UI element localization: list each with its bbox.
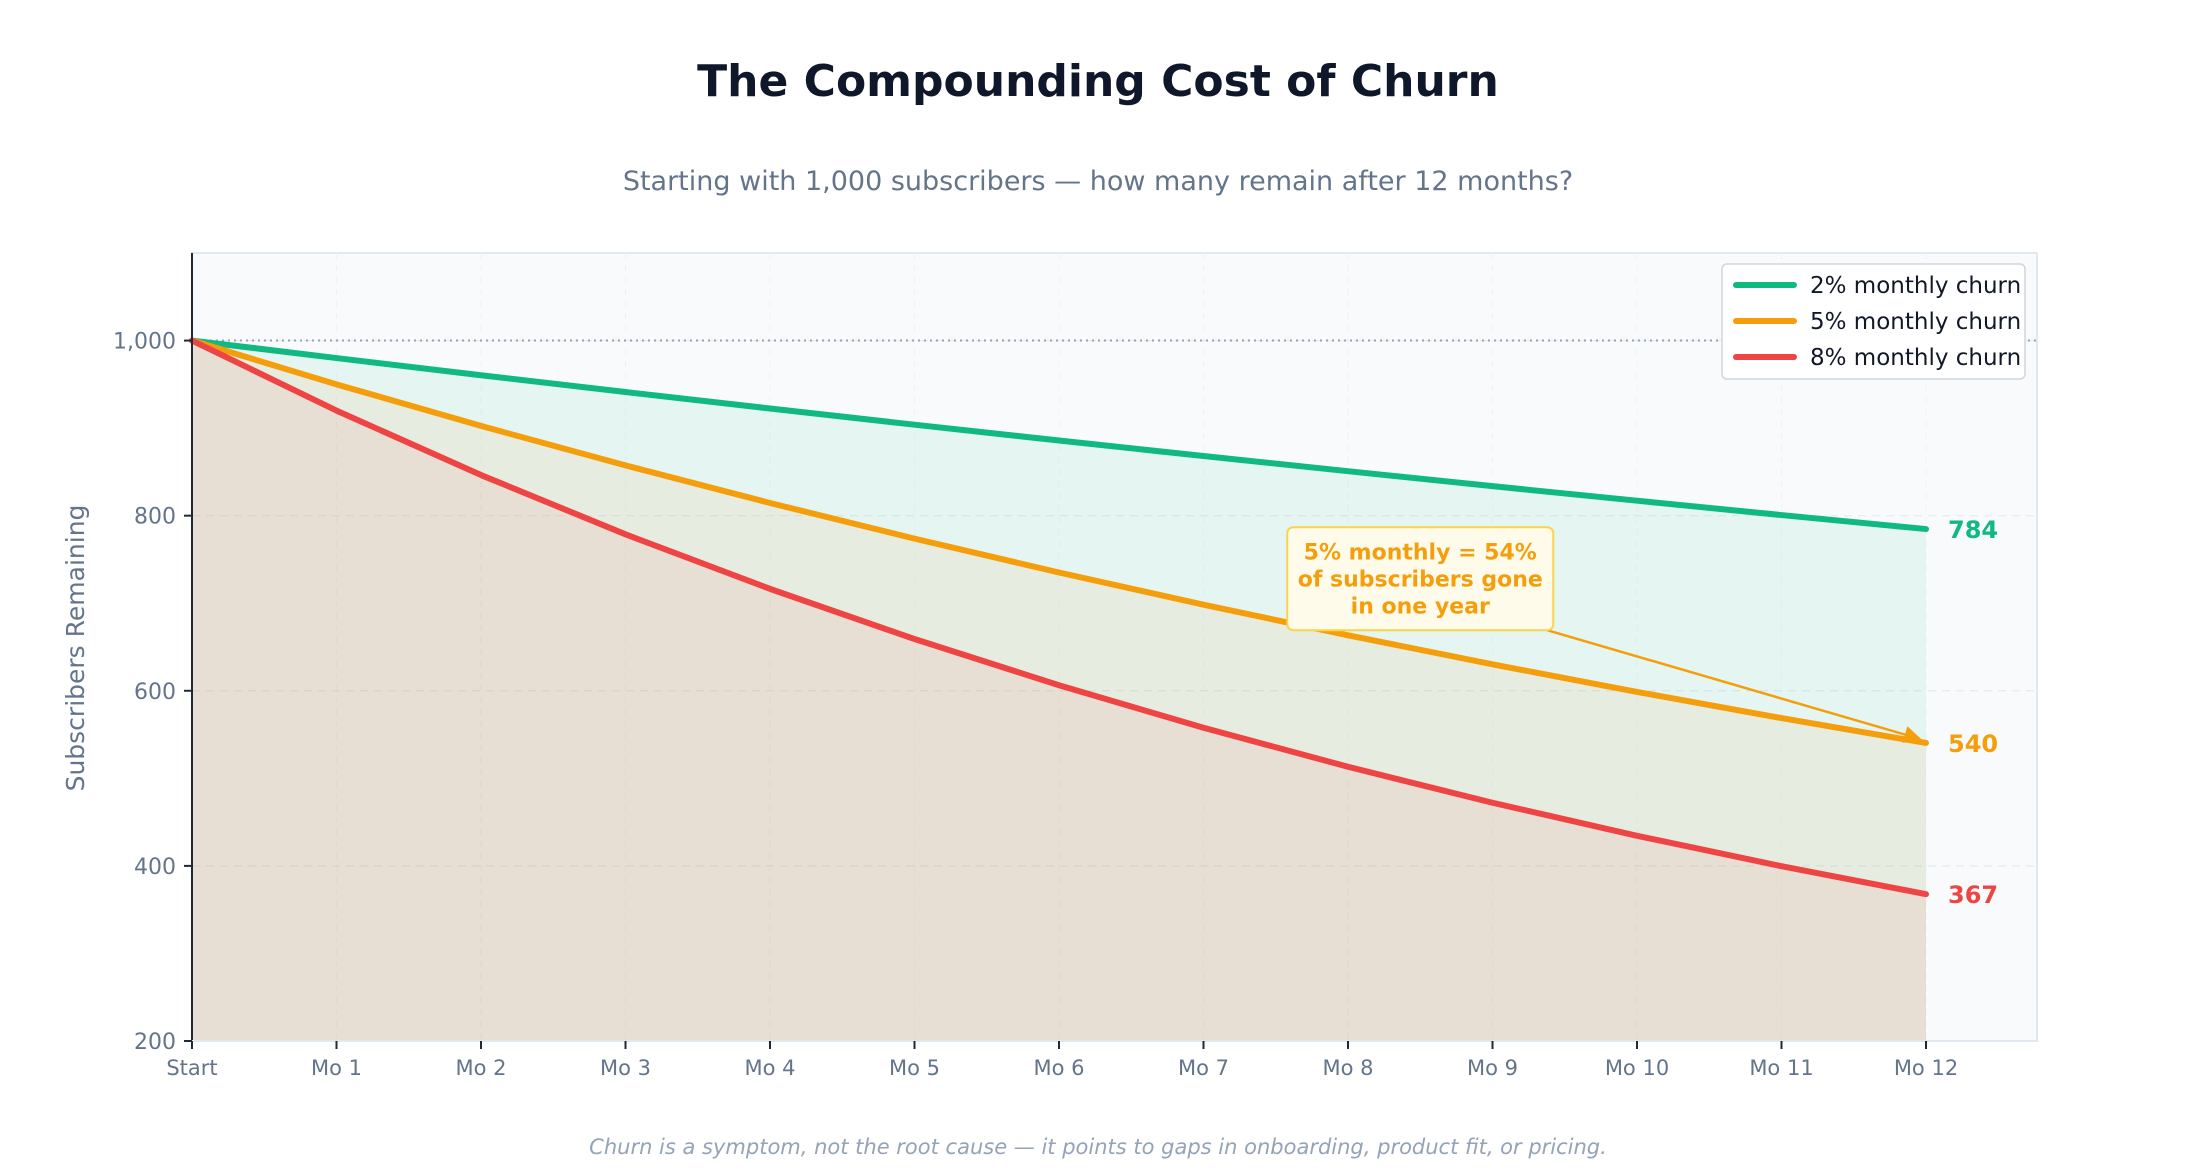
legend-label-2pct-monthly-churn: 2% monthly churn: [1810, 273, 2021, 299]
end-label-8pct-monthly-churn: 367: [1948, 881, 1998, 909]
footnote: Churn is a symptom, not the root cause —…: [589, 1135, 1607, 1159]
annotation-arrow: [1546, 629, 1922, 743]
y-tick-label: 800: [134, 505, 176, 530]
series-line-5pct-monthly-churn: [189, 337, 1929, 746]
x-tick-label: Mo 10: [1605, 1056, 1669, 1080]
area-fills: [192, 340, 1926, 1041]
series-line-2pct-monthly-churn: [189, 337, 1929, 533]
end-value-labels: 784 540 367: [1948, 516, 1998, 909]
legend-box: [1721, 263, 2026, 380]
y-axis-label: Subscribers Remaining: [61, 505, 90, 792]
area-fill-2pct-monthly-churn: [192, 340, 1926, 1041]
legend-label-5pct-monthly-churn: 5% monthly churn: [1810, 309, 2021, 335]
x-tick-label: Mo 7: [1178, 1056, 1229, 1080]
legend-label-8pct-monthly-churn: 8% monthly churn: [1810, 345, 2021, 371]
area-fill-8pct-monthly-churn: [192, 340, 1926, 1041]
plot-area: [191, 252, 2038, 1042]
x-tick-label: Mo 5: [889, 1056, 940, 1080]
x-tick-label: Mo 11: [1749, 1056, 1813, 1080]
series-line-8pct-monthly-churn: [189, 337, 1929, 898]
annotation-text-line: 5% monthly = 54%: [1304, 541, 1537, 566]
x-tick-label: Mo 12: [1894, 1056, 1958, 1080]
annotation-text-line: of subscribers gone: [1298, 568, 1543, 593]
annotation-text: 5% monthly = 54% of subscribers gone in on…: [1298, 541, 1543, 620]
series-lines: [189, 337, 1929, 898]
x-tick-label: Mo 6: [1033, 1056, 1084, 1080]
y-tick-label: 200: [134, 1030, 176, 1055]
end-label-2pct-monthly-churn: 784: [1948, 516, 1998, 544]
legend: 2% monthly churn 5% monthly churn 8% month…: [1721, 263, 2026, 380]
annotation-text-line: in one year: [1351, 595, 1490, 620]
x-tick-label: Mo 4: [744, 1056, 795, 1080]
x-tick-label: Mo 2: [455, 1056, 506, 1080]
x-tick-label: Mo 8: [1322, 1056, 1373, 1080]
x-tick-label: Mo 9: [1467, 1056, 1518, 1080]
annotation-box: [1286, 526, 1555, 632]
chart-subtitle: Starting with 1,000 subscribers — how ma…: [623, 166, 1573, 197]
y-tick-label: 600: [134, 680, 176, 705]
chart-title: The Compounding Cost of Churn: [697, 56, 1499, 107]
x-tick-label: Mo 1: [311, 1056, 362, 1080]
annotation: 5% monthly = 54% of subscribers gone in on…: [1286, 526, 1922, 743]
x-tick-label: Start: [166, 1056, 217, 1080]
area-fill-5pct-monthly-churn: [192, 340, 1926, 1041]
axes: 200 400 600 800 1,000 Start Mo 1 Mo 2 Mo 3 Mo 4 Mo…: [113, 253, 2037, 1080]
y-tick-label: 1,000: [113, 330, 176, 355]
x-tick-label: Mo 3: [600, 1056, 651, 1080]
y-tick-label: 400: [134, 855, 176, 880]
end-label-5pct-monthly-churn: 540: [1948, 730, 1998, 758]
